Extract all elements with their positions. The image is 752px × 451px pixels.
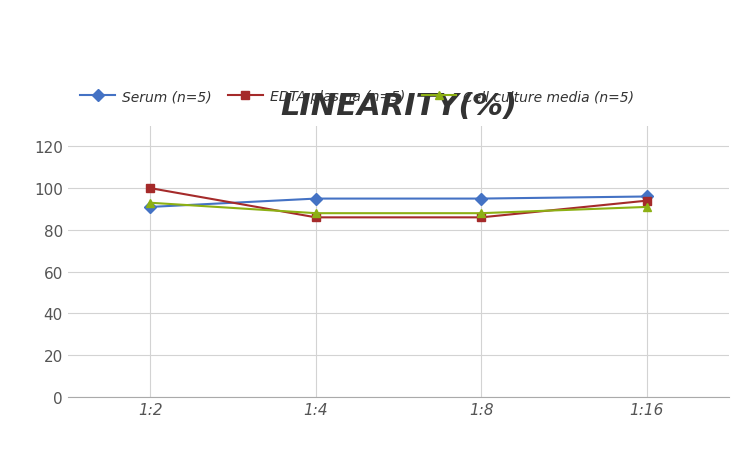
Line: Serum (n=5): Serum (n=5) [146,193,651,212]
Cell culture media (n=5) [311,211,320,216]
Serum (n=5) [642,194,651,200]
Legend: Serum (n=5), EDTA plasma (n=5), Cell culture media (n=5): Serum (n=5), EDTA plasma (n=5), Cell cul… [74,84,640,110]
Line: EDTA plasma (n=5): EDTA plasma (n=5) [146,184,651,222]
EDTA plasma (n=5) [146,186,155,191]
Cell culture media (n=5) [477,211,486,216]
Serum (n=5) [311,197,320,202]
Serum (n=5) [477,197,486,202]
Line: Cell culture media (n=5): Cell culture media (n=5) [146,199,651,218]
Cell culture media (n=5) [146,201,155,206]
EDTA plasma (n=5) [642,198,651,204]
Title: LINEARITY(%): LINEARITY(%) [280,92,517,121]
Serum (n=5) [146,205,155,210]
EDTA plasma (n=5) [311,215,320,221]
EDTA plasma (n=5) [477,215,486,221]
Cell culture media (n=5) [642,205,651,210]
